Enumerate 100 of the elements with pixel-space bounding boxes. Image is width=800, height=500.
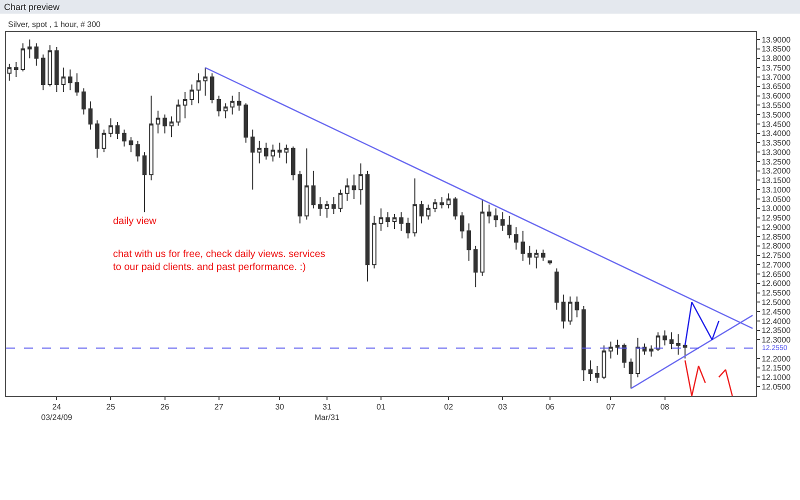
y-tick-label: 13.2000	[762, 166, 792, 176]
candlestick	[203, 67, 208, 96]
y-tick-label: 13.9000	[762, 35, 792, 44]
candlestick	[622, 342, 626, 368]
candlestick	[264, 142, 268, 160]
candlestick	[365, 170, 370, 282]
candlestick	[82, 88, 86, 116]
candlestick	[514, 226, 518, 250]
candlestick	[636, 337, 640, 378]
candlestick	[149, 95, 154, 181]
x-tick-label: 01	[376, 402, 386, 412]
candlestick	[608, 341, 613, 359]
candlestick	[216, 95, 221, 117]
y-tick-label: 13.7500	[762, 63, 792, 72]
y-tick-label: 13.5500	[762, 100, 792, 110]
candlestick	[182, 92, 188, 119]
y-tick-label: 13.3000	[762, 148, 792, 157]
candlestick	[244, 102, 248, 144]
y-tick-label: 13.0000	[762, 204, 792, 214]
candlestick	[20, 42, 26, 72]
candlestick	[142, 152, 147, 213]
candlestick	[554, 268, 559, 310]
candlestick	[298, 170, 302, 224]
candlestick	[440, 196, 444, 209]
candlestick	[270, 144, 276, 162]
y-tick-label: 13.5000	[762, 110, 792, 120]
y-tick-label: 12.8500	[762, 232, 792, 242]
candlestick	[561, 294, 566, 329]
candlestick	[345, 178, 350, 202]
chart-title: Silver, spot , 1 hour, # 300	[8, 20, 102, 29]
y-tick-label: 12.6500	[762, 270, 792, 279]
candlestick	[136, 140, 140, 162]
candlestick	[520, 230, 526, 262]
y-tick-label: 12.6000	[762, 279, 792, 288]
candlestick	[122, 129, 126, 147]
y-tick-label: 12.5500	[762, 288, 792, 298]
x-tick-label: 31 Mar/31	[314, 402, 340, 422]
y-tick-label: 12.5000	[762, 298, 792, 307]
candlestick	[406, 217, 410, 239]
candlestick	[34, 42, 39, 66]
y-tick-label: 12.8000	[762, 242, 792, 251]
candlestick	[392, 214, 397, 230]
x-tick-label: 26	[160, 402, 170, 412]
y-tick-label: 12.9500	[762, 214, 792, 223]
candlestick	[196, 72, 201, 104]
candlestick	[324, 200, 330, 218]
candlestick	[338, 189, 343, 213]
candlestick	[378, 208, 384, 232]
y-tick-label: 13.6000	[762, 92, 792, 101]
candlestick	[386, 212, 390, 228]
candlestick	[190, 84, 194, 106]
candlestick	[595, 365, 600, 384]
candlestick	[662, 330, 667, 346]
candlestick	[446, 192, 451, 209]
y-tick-label: 13.1500	[762, 176, 792, 186]
y-tick-label: 13.8000	[762, 54, 792, 64]
candlestick	[61, 67, 66, 93]
x-tick-label: 03	[498, 402, 508, 412]
candlestick	[14, 62, 18, 78]
x-tick-label: 30	[275, 402, 285, 412]
candlestick	[548, 260, 552, 266]
x-tick-label: 07	[606, 402, 616, 412]
candlestick	[426, 204, 430, 220]
candlestick	[236, 92, 242, 112]
candlestick	[676, 334, 680, 356]
candlestick	[568, 296, 572, 326]
y-tick-label: 12.2000	[762, 354, 792, 364]
y-tick-label: 13.7000	[762, 72, 792, 82]
candlestick	[102, 129, 106, 153]
candlestick	[473, 245, 478, 288]
candlestick	[291, 146, 296, 181]
candlestick	[541, 249, 546, 262]
y-tick-label: 12.4500	[762, 307, 792, 316]
candlestick	[669, 332, 674, 350]
candlestick	[453, 196, 458, 220]
candlestick	[460, 212, 464, 239]
y-tick-label: 13.0500	[762, 194, 792, 204]
y-tick-label: 12.0500	[762, 382, 792, 392]
candlestick	[615, 339, 620, 356]
y-tick-label: 12.7000	[762, 260, 792, 270]
y-tick-label: 13.2500	[762, 157, 792, 166]
candlestick	[311, 170, 316, 209]
candlestick	[54, 46, 59, 93]
candlestick	[74, 72, 80, 96]
candlestick	[88, 100, 93, 130]
candlestick	[432, 198, 438, 213]
y-tick-label: 13.4500	[762, 120, 792, 129]
y-tick-label: 13.6500	[762, 82, 792, 92]
candlestick	[358, 162, 363, 206]
candlestick	[494, 208, 498, 228]
candlestick	[412, 178, 417, 238]
candlestick	[318, 196, 322, 216]
candlestick	[332, 196, 336, 214]
candlestick	[574, 296, 580, 318]
y-tick-label: 12.3500	[762, 326, 792, 336]
candlestick	[649, 344, 654, 358]
candlestick	[277, 142, 282, 158]
y-tick-label: 12.4000	[762, 316, 792, 326]
candlestick	[628, 358, 634, 389]
candlestick	[223, 102, 228, 119]
